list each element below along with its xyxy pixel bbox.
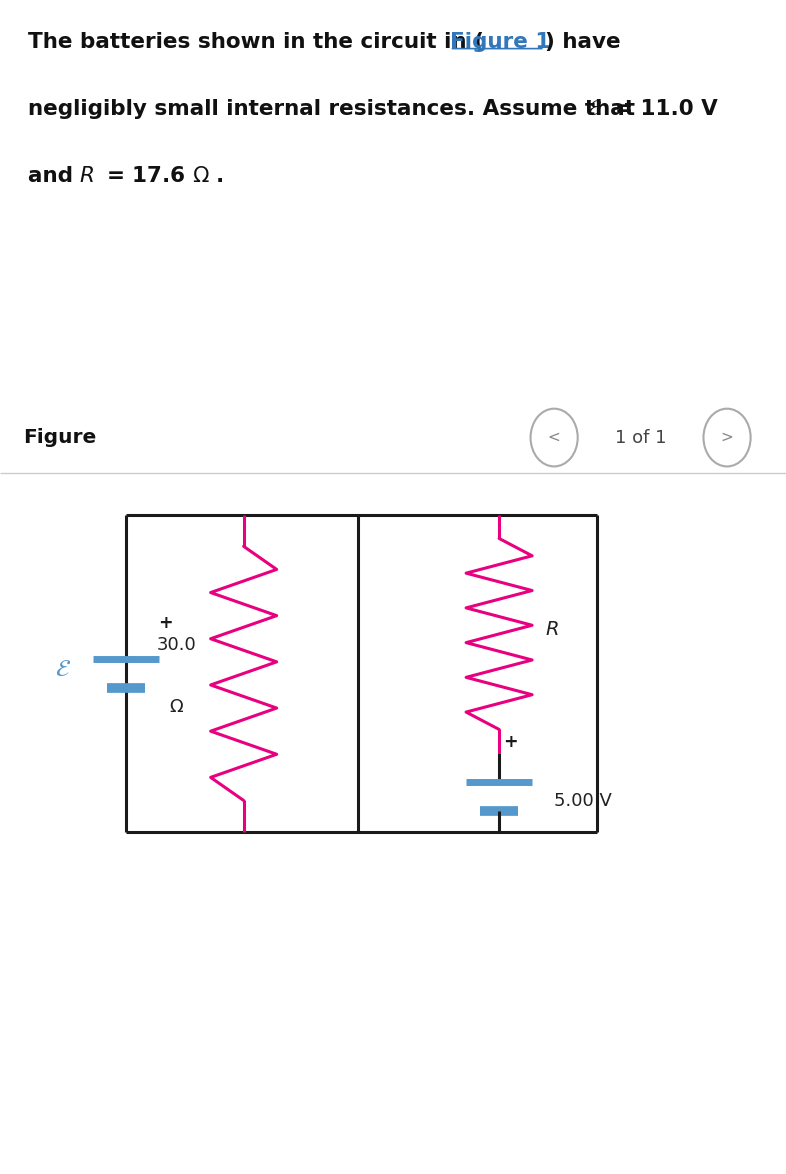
Text: $\Omega$: $\Omega$ [169, 699, 185, 716]
Text: negligibly small internal resistances. Assume that: negligibly small internal resistances. A… [28, 99, 642, 119]
Text: Figure: Figure [24, 429, 97, 447]
Text: = 11.0 V: = 11.0 V [615, 99, 718, 119]
Text: $\mathcal{E}$: $\mathcal{E}$ [587, 99, 602, 119]
Text: ) have: ) have [545, 32, 620, 52]
Text: $\mathcal{E}$: $\mathcal{E}$ [55, 656, 71, 681]
Text: $R$: $R$ [545, 620, 558, 639]
Text: $R$: $R$ [79, 166, 94, 185]
Text: >: > [721, 430, 733, 445]
Text: The batteries shown in the circuit in (: The batteries shown in the circuit in ( [28, 32, 483, 52]
Text: Figure 1: Figure 1 [450, 32, 550, 52]
Text: 5.00 V: 5.00 V [554, 792, 612, 810]
Text: +: + [158, 614, 172, 633]
Text: <: < [548, 430, 560, 445]
Text: and: and [28, 166, 80, 185]
Text: 30.0: 30.0 [157, 635, 196, 654]
Text: = 17.6 $\Omega$ .: = 17.6 $\Omega$ . [106, 166, 224, 185]
Text: 1 of 1: 1 of 1 [615, 429, 667, 446]
Text: +: + [504, 733, 518, 750]
